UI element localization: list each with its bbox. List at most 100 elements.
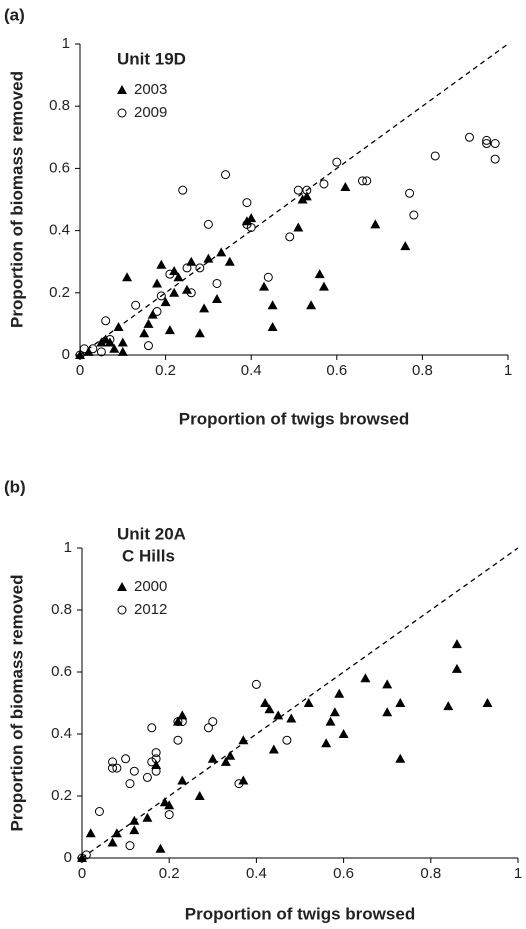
point [464,132,474,142]
point [203,219,213,229]
point [267,300,278,310]
point [234,779,244,789]
legend-label: 2012 [134,601,167,618]
point [242,198,252,208]
x-tick-label: 0.4 [246,865,267,882]
point [173,735,183,745]
point [105,334,115,344]
x-tick-label: 0 [76,362,84,379]
y-axis-title: Proportion of biomass removed [7,71,26,328]
point [173,717,183,727]
x-tick-label: 0.2 [155,362,176,379]
point [409,210,419,220]
point [208,717,218,727]
legend-marker [117,108,127,118]
point [151,748,161,758]
point [147,309,158,319]
y-tick-label: 0.2 [49,284,70,301]
point [173,272,184,282]
point [164,800,175,810]
y-tick-label: 0.8 [49,97,70,114]
point [319,179,329,189]
point [207,753,218,763]
y-tick-label: 0 [62,346,70,363]
point [151,766,161,776]
legend-title: Unit 19D [117,49,186,68]
point [81,850,91,860]
point [194,791,205,800]
point [94,807,104,816]
point [107,837,118,847]
y-tick-label: 0.4 [51,725,72,742]
point [129,766,139,776]
point [121,754,131,764]
point [177,710,188,720]
point [370,219,381,229]
y-tick-label: 1 [62,35,70,52]
point [160,297,171,307]
legend-title: C Hills [122,546,175,565]
point [108,763,118,773]
point [125,779,135,789]
reference-line [81,547,519,859]
point [400,241,411,251]
point [238,735,249,745]
x-tick-label: 0.6 [333,865,354,882]
point [297,194,308,204]
point [112,763,122,773]
point [212,278,222,288]
point [186,288,196,298]
point [340,182,351,192]
point [338,729,349,738]
point [395,698,406,707]
point [382,679,393,689]
x-tick-label: 0 [78,865,86,882]
point [104,337,115,347]
y-tick-label: 0 [64,849,72,866]
point [109,343,120,353]
point [164,810,174,820]
point [325,716,336,726]
x-tick-label: 1 [514,865,522,882]
x-tick-label: 0.4 [241,362,262,379]
point [360,673,371,683]
point [108,757,118,767]
point [263,272,273,282]
point [151,760,162,769]
x-tick-label: 0.8 [420,865,441,882]
point [142,812,153,822]
point [125,841,135,851]
point [430,151,440,161]
point [451,663,462,673]
point [156,259,167,269]
point [268,744,279,754]
point [139,328,150,338]
point [142,772,152,782]
legend-title: Unit 20A [117,524,186,543]
point [83,346,94,356]
point [362,176,372,186]
point [321,738,332,748]
point [395,753,406,763]
point [117,337,128,347]
point [332,157,342,167]
point [293,185,303,195]
point [246,222,256,232]
y-tick-label: 0.4 [49,222,70,239]
y-tick-label: 0.6 [51,663,72,680]
point [122,272,133,282]
point [318,281,329,291]
point [482,698,493,707]
point [238,775,249,785]
point [251,679,261,689]
point [169,266,180,276]
point [382,707,393,717]
point [224,256,235,266]
point [286,713,297,723]
point [199,303,210,313]
point [129,825,140,835]
point [451,639,462,649]
point [259,281,270,291]
point [303,698,314,707]
point [165,269,175,279]
